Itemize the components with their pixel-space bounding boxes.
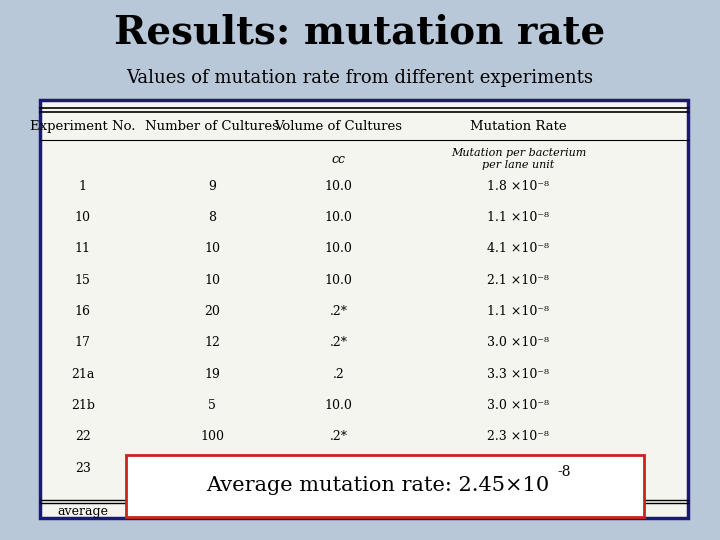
Text: 10.0: 10.0 (325, 274, 352, 287)
Text: .2*: .2* (329, 305, 347, 318)
Text: 1.1 ×10⁻⁸: 1.1 ×10⁻⁸ (487, 211, 549, 224)
Text: Values of mutation rate from different experiments: Values of mutation rate from different e… (127, 69, 593, 87)
Text: 10: 10 (204, 242, 220, 255)
Text: 1.8 ×10⁻⁸: 1.8 ×10⁻⁸ (487, 180, 549, 193)
Text: 100: 100 (200, 430, 225, 443)
Text: Experiment No.: Experiment No. (30, 120, 135, 133)
Text: Number of Cultures: Number of Cultures (145, 120, 279, 133)
Text: 20: 20 (204, 305, 220, 318)
Text: 1.1 ×10⁻⁸: 1.1 ×10⁻⁸ (487, 305, 549, 318)
Text: 10.0: 10.0 (325, 399, 352, 412)
Text: 16: 16 (75, 305, 91, 318)
Text: Mutation Rate: Mutation Rate (470, 120, 567, 133)
Text: 2.3 ×10⁻⁸: 2.3 ×10⁻⁸ (487, 430, 549, 443)
Text: 10: 10 (75, 211, 91, 224)
Text: 21a: 21a (71, 368, 94, 381)
Text: 10.0: 10.0 (325, 180, 352, 193)
Text: cc: cc (331, 153, 346, 166)
FancyBboxPatch shape (126, 455, 644, 517)
Text: average: average (58, 505, 108, 518)
Text: 9: 9 (209, 180, 216, 193)
Text: .2*: .2* (329, 430, 347, 443)
Text: 2.1 ×10⁻⁸: 2.1 ×10⁻⁸ (487, 274, 549, 287)
Text: 10.0: 10.0 (325, 211, 352, 224)
Text: 22: 22 (75, 430, 91, 443)
Text: 8: 8 (208, 211, 217, 224)
Text: 17: 17 (75, 336, 91, 349)
Text: 3.0 ×10⁻⁸: 3.0 ×10⁻⁸ (487, 399, 549, 412)
Text: Results: mutation rate: Results: mutation rate (114, 14, 606, 51)
Text: 2.45 ×10⁻⁸: 2.45 ×10⁻⁸ (484, 505, 553, 518)
Text: 10.0: 10.0 (325, 242, 352, 255)
Text: 21b: 21b (71, 399, 95, 412)
Text: .2*: .2* (329, 336, 347, 349)
Text: 5: 5 (209, 399, 216, 412)
Text: 3.3 ×10⁻⁸: 3.3 ×10⁻⁸ (487, 368, 549, 381)
Text: 23: 23 (75, 462, 91, 475)
Text: Average mutation rate: 2.45×10: Average mutation rate: 2.45×10 (207, 476, 549, 495)
Text: Mutation per bacterium
per lane unit: Mutation per bacterium per lane unit (451, 148, 586, 170)
Text: Volume of Cultures: Volume of Cultures (274, 120, 402, 133)
Text: 87: 87 (204, 462, 220, 475)
Text: -8: -8 (557, 465, 570, 478)
Text: 1: 1 (78, 180, 87, 193)
Text: 11: 11 (75, 242, 91, 255)
FancyBboxPatch shape (40, 100, 688, 518)
Text: 3.0 ×10⁻⁸: 3.0 ×10⁻⁸ (487, 336, 549, 349)
Text: 12: 12 (204, 336, 220, 349)
Text: 10: 10 (204, 274, 220, 287)
Text: 2.4 ×10⁻⁸: 2.4 ×10⁻⁸ (487, 462, 549, 475)
Text: .2*: .2* (329, 462, 347, 475)
Text: .2: .2 (333, 368, 344, 381)
Text: 15: 15 (75, 274, 91, 287)
Text: 4.1 ×10⁻⁸: 4.1 ×10⁻⁸ (487, 242, 549, 255)
Text: 19: 19 (204, 368, 220, 381)
